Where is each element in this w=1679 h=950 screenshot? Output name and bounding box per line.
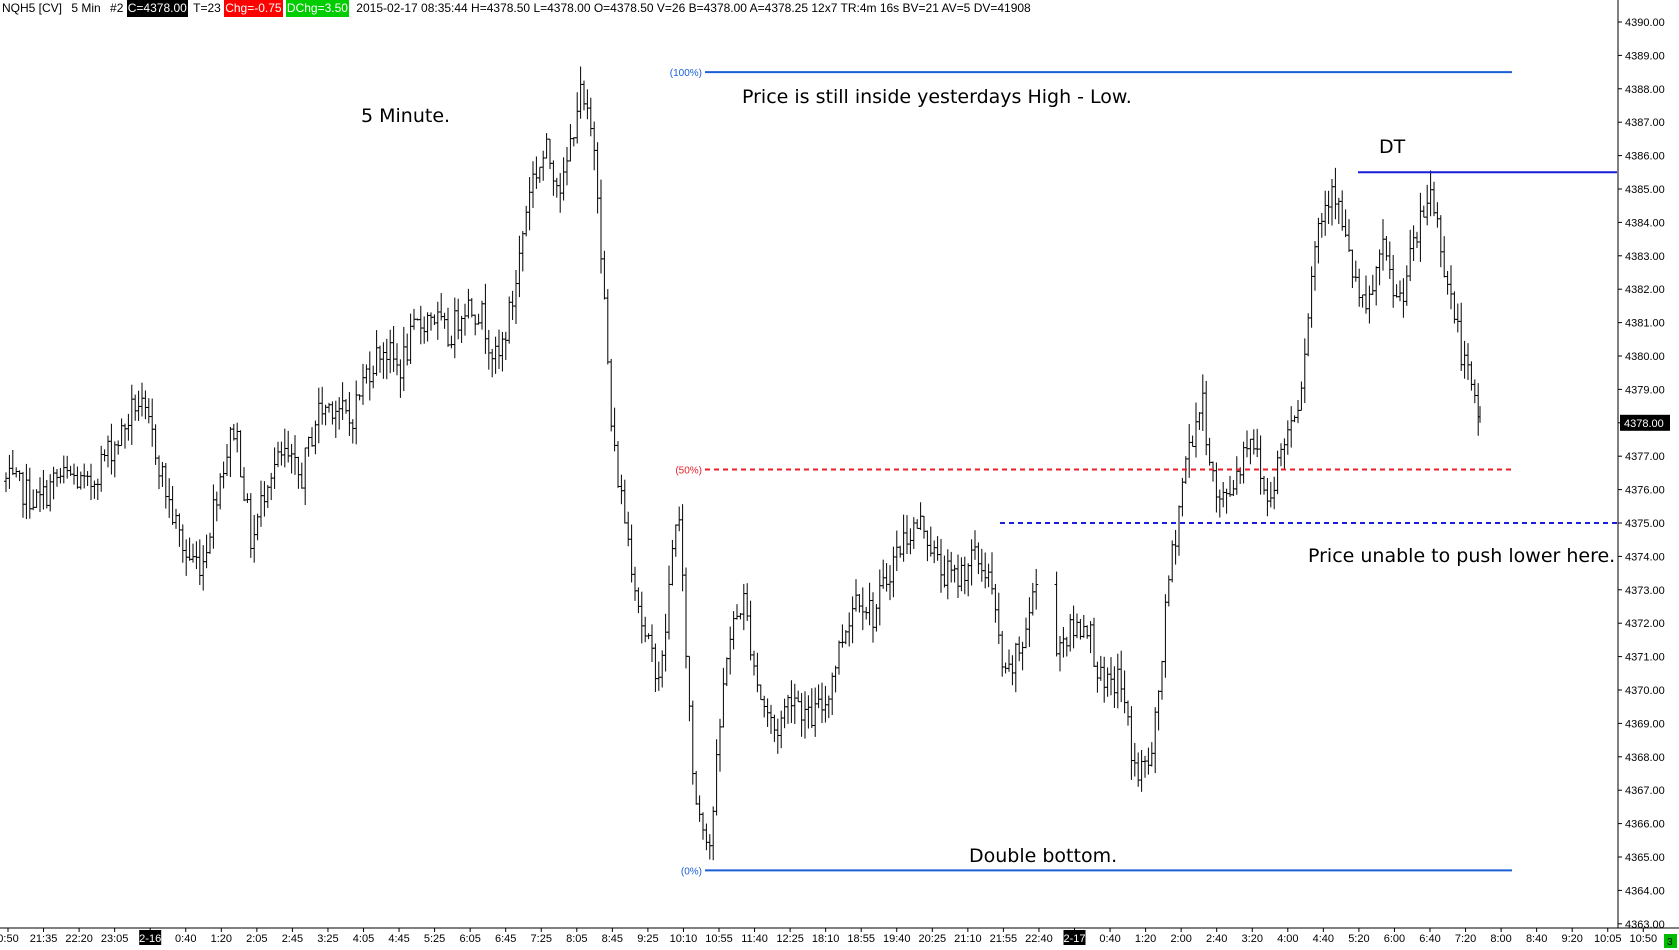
x-tick-label: 4:45 <box>388 933 409 945</box>
corner-badge-label: 3 <box>1667 937 1673 948</box>
x-tick-label: 3:25 <box>317 933 338 945</box>
y-tick-label: 4364.00 <box>1625 885 1665 897</box>
x-tick-label: 2:45 <box>282 933 303 945</box>
fib-100-label: (100%) <box>670 68 702 79</box>
tick-count: T=23 <box>193 1 221 15</box>
y-tick-label: 4381.00 <box>1625 318 1665 330</box>
symbol-label: NQH5 [CV] <box>2 1 63 15</box>
y-tick-label: 4369.00 <box>1625 718 1665 730</box>
x-tick-label: 5:20 <box>1348 933 1369 945</box>
x-tick-label: 8:00 <box>1490 933 1511 945</box>
y-tick-label: 4387.00 <box>1625 117 1665 129</box>
x-tick-label: 5:25 <box>424 933 445 945</box>
x-tick-label: 1:20 <box>211 933 232 945</box>
y-tick-label: 4390.00 <box>1625 17 1665 29</box>
x-tick-label: 0:50 <box>0 933 19 945</box>
x-tick-label: 10:05 <box>1594 933 1622 945</box>
date-marker-label: 2-16 <box>139 933 161 945</box>
y-tick-label: 4386.00 <box>1625 151 1665 163</box>
x-tick-label: 6:40 <box>1419 933 1440 945</box>
x-tick-label: 0:40 <box>175 933 196 945</box>
x-tick-label: 2:00 <box>1170 933 1191 945</box>
y-tick-label: 4382.00 <box>1625 284 1665 296</box>
y-tick-label: 4389.00 <box>1625 50 1665 62</box>
x-tick-label: 4:40 <box>1313 933 1334 945</box>
x-tick-label: 11:40 <box>741 933 768 945</box>
x-tick-label: 6:05 <box>459 933 480 945</box>
support-note: Price unable to push lower here. <box>1308 545 1616 567</box>
y-tick-label: 4368.00 <box>1625 752 1665 764</box>
x-tick-label: 9:25 <box>637 933 658 945</box>
y-tick-label: 4366.00 <box>1625 819 1665 831</box>
y-tick-label: 4376.00 <box>1625 485 1665 497</box>
x-tick-label: 21:55 <box>990 933 1018 945</box>
x-tick-label: 21:10 <box>954 933 982 945</box>
last-price-tag-bg <box>1620 414 1670 431</box>
x-tick-label: 2:05 <box>246 933 267 945</box>
x-tick-label: 4:00 <box>1277 933 1298 945</box>
x-tick-label: 9:20 <box>1561 933 1582 945</box>
x-tick-label: 7:20 <box>1455 933 1476 945</box>
x-tick-label: 12:25 <box>776 933 804 945</box>
x-tick-label: 19:40 <box>883 933 911 945</box>
x-tick-label: 10:10 <box>670 933 698 945</box>
x-tick-label: 8:05 <box>566 933 587 945</box>
y-tick-label: 4365.00 <box>1625 852 1665 864</box>
y-tick-label: 4384.00 <box>1625 217 1665 229</box>
x-tick-label: 18:10 <box>812 933 840 945</box>
date-marker-label: 2-17 <box>1063 933 1085 945</box>
y-tick-label: 4370.00 <box>1625 685 1665 697</box>
double-bottom-note: Double bottom. <box>969 845 1118 867</box>
x-tick-label: 21:35 <box>30 933 58 945</box>
y-tick-label: 4371.00 <box>1625 652 1665 664</box>
y-tick-label: 4374.00 <box>1625 551 1665 563</box>
x-tick-label: 23:05 <box>101 933 129 945</box>
fib-0-label: (0%) <box>681 866 702 877</box>
x-tick-label: 22:20 <box>65 933 93 945</box>
timeframe-note: 5 Minute. <box>361 105 451 127</box>
close-price-tag: C=4378.00 <box>126 0 188 17</box>
fib-50-label: (50%) <box>675 466 702 477</box>
range-note: Price is still inside yesterdays High - … <box>742 86 1132 108</box>
y-tick-label: 4379.00 <box>1625 384 1665 396</box>
x-tick-label: 6:00 <box>1384 933 1405 945</box>
y-tick-label: 4380.00 <box>1625 351 1665 363</box>
last-price-tag-label: 4378.00 <box>1624 418 1664 430</box>
chart-number: #2 <box>110 1 124 15</box>
x-tick-label: 20:25 <box>919 933 947 945</box>
x-tick-label: 7:25 <box>531 933 552 945</box>
y-tick-label: 4373.00 <box>1625 585 1665 597</box>
y-tick-label: 4385.00 <box>1625 184 1665 196</box>
x-tick-label: 3:20 <box>1242 933 1263 945</box>
x-tick-label: 4:05 <box>353 933 374 945</box>
chart-header: NQH5 [CV] 5 Min #2 C=4378.00 T=23 Chg=-0… <box>0 0 1031 17</box>
y-tick-label: 4377.00 <box>1625 451 1665 463</box>
y-tick-label: 4367.00 <box>1625 785 1665 797</box>
y-tick-label: 4375.00 <box>1625 518 1665 530</box>
x-tick-label: 8:45 <box>602 933 623 945</box>
x-tick-label: 10:50 <box>1630 933 1658 945</box>
interval-label: 5 Min <box>71 1 101 15</box>
date-marker-bg <box>139 930 162 945</box>
x-tick-label: 6:45 <box>495 933 516 945</box>
x-tick-label: 2:40 <box>1206 933 1227 945</box>
y-tick-label: 4363.00 <box>1625 919 1665 931</box>
x-tick-label: 18:55 <box>847 933 875 945</box>
corner-badge-bg <box>1664 934 1677 948</box>
x-tick-label: 8:40 <box>1526 933 1547 945</box>
x-tick-label: 0:40 <box>1099 933 1120 945</box>
dt-note: DT <box>1379 136 1406 158</box>
date-marker-bg <box>1063 930 1086 945</box>
y-tick-label: 4383.00 <box>1625 251 1665 263</box>
x-tick-label: 22:40 <box>1025 933 1053 945</box>
bar-stats: 2015-02-17 08:35:44 H=4378.50 L=4378.00 … <box>356 1 1031 15</box>
y-tick-label: 4372.00 <box>1625 618 1665 630</box>
x-tick-label: 1:20 <box>1135 933 1156 945</box>
x-tick-label: 10:55 <box>705 933 733 945</box>
y-tick-label: 4388.00 <box>1625 84 1665 96</box>
daily-change-tag: DChg=3.50 <box>285 0 349 17</box>
change-tag: Chg=-0.75 <box>224 0 283 17</box>
